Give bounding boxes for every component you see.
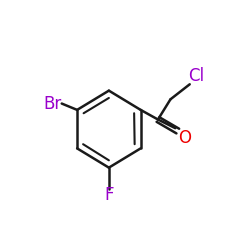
Text: O: O <box>178 129 192 147</box>
Text: Cl: Cl <box>188 67 204 85</box>
Text: Br: Br <box>43 94 61 112</box>
Text: F: F <box>104 186 114 204</box>
